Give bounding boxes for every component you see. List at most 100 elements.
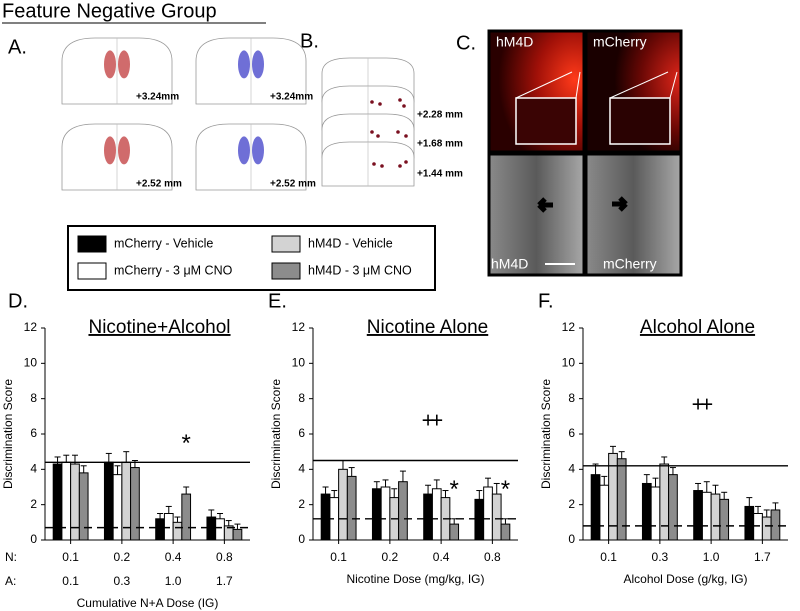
bar-chart: Nicotine Alone Discrimination Score 0 2 4 6 8 1… bbox=[269, 317, 518, 586]
x-tick-label: 0.8 bbox=[216, 550, 233, 564]
legend-label: mCherry - 3 μM CNO bbox=[114, 263, 233, 277]
error-bar bbox=[609, 445, 616, 454]
error-bar bbox=[80, 465, 87, 473]
y-axis-label: Discrimination Score bbox=[1, 379, 15, 489]
bar bbox=[181, 493, 192, 541]
error-bar bbox=[442, 490, 449, 498]
bar bbox=[52, 463, 63, 541]
charts: Nicotine+Alcohol Discrimination Score 0 2 4 6… bbox=[1, 317, 788, 610]
x-tick-label: 0.3 bbox=[652, 550, 669, 564]
bar bbox=[112, 474, 123, 541]
inset-guide bbox=[669, 71, 678, 99]
bar bbox=[744, 505, 755, 541]
x-tick-label: 0.1 bbox=[62, 550, 79, 564]
panel-label: D. bbox=[8, 290, 28, 312]
bar bbox=[121, 461, 132, 541]
error-bar bbox=[502, 518, 509, 525]
placement-dot bbox=[398, 98, 402, 102]
image-mcherry-gray bbox=[584, 152, 683, 277]
error-bar bbox=[225, 520, 232, 526]
coordinate-label: +3.24mm bbox=[136, 92, 179, 103]
error-bar bbox=[652, 477, 659, 487]
x-axis-label: Alcohol Dose (g/kg, IG) bbox=[623, 572, 747, 586]
y-tick-label: 6 bbox=[568, 426, 575, 440]
error-bar bbox=[772, 502, 779, 510]
error-bar bbox=[601, 475, 608, 486]
error-bar bbox=[763, 509, 770, 518]
annotation: * bbox=[450, 476, 459, 503]
placement-dot bbox=[380, 164, 384, 168]
x-tick-label: 1.7 bbox=[754, 550, 771, 564]
error-bar bbox=[174, 516, 181, 523]
bar bbox=[155, 518, 165, 541]
bar bbox=[641, 482, 652, 541]
error-bar bbox=[382, 479, 389, 487]
annotation: + bbox=[700, 392, 713, 417]
x-axis-label: Nicotine Dose (mg/kg, IG) bbox=[346, 572, 484, 586]
bar bbox=[338, 468, 348, 541]
chart-title: Alcohol Alone bbox=[640, 317, 755, 338]
infusion-spread bbox=[238, 136, 250, 165]
legend-label: hM4D - 3 μM CNO bbox=[308, 263, 412, 277]
bar-chart: Nicotine+Alcohol Discrimination Score 0 2 4 6… bbox=[1, 317, 250, 610]
inset bbox=[515, 97, 577, 145]
x-tick-label: 0.1 bbox=[62, 574, 79, 588]
annotation: + bbox=[430, 407, 443, 432]
x-tick-label: 0.1 bbox=[330, 550, 347, 564]
x-tick-label: 0.2 bbox=[114, 550, 131, 564]
error-bar bbox=[703, 481, 710, 493]
legend-swatch bbox=[77, 235, 107, 253]
bar bbox=[710, 493, 721, 541]
bar bbox=[599, 484, 610, 541]
placement-dot bbox=[398, 164, 402, 168]
y-tick-label: 8 bbox=[30, 391, 37, 405]
bar bbox=[380, 486, 391, 541]
bar bbox=[78, 472, 89, 541]
legend-label: mCherry - Vehicle bbox=[114, 236, 213, 250]
bar bbox=[719, 498, 730, 541]
error-bar bbox=[618, 451, 625, 459]
bar bbox=[449, 523, 460, 541]
error-bar bbox=[493, 482, 500, 495]
legend-box bbox=[67, 225, 436, 291]
y-tick-label: 4 bbox=[30, 462, 37, 476]
legend-swatch bbox=[271, 235, 301, 253]
image-label: hM4D bbox=[496, 34, 533, 50]
annotation: + bbox=[692, 392, 705, 417]
error-bar bbox=[485, 477, 492, 487]
error-bar bbox=[643, 474, 650, 484]
error-bar bbox=[476, 490, 483, 500]
error-bar bbox=[157, 513, 164, 519]
bar bbox=[232, 528, 243, 541]
inset-guide bbox=[515, 71, 573, 99]
bar bbox=[163, 513, 174, 541]
bar bbox=[491, 493, 502, 541]
error-bar bbox=[661, 456, 668, 465]
image-hm4d-gray bbox=[487, 152, 586, 277]
x-tick-label: 1.0 bbox=[703, 550, 720, 564]
figure-title: Feature Negative Group bbox=[2, 0, 217, 22]
coordinate-label: +2.52 mm bbox=[136, 179, 182, 190]
x-tick-label: 0.8 bbox=[484, 550, 501, 564]
y-axis-label: Discrimination Score bbox=[269, 379, 283, 489]
bar bbox=[616, 458, 627, 541]
legend-swatch bbox=[271, 262, 301, 280]
y-axis-label: Discrimination Score bbox=[539, 379, 553, 489]
chart-title: Nicotine+Alcohol bbox=[88, 317, 230, 338]
error-bar bbox=[721, 491, 728, 500]
infusion-spread bbox=[238, 50, 250, 79]
coordinate-label: +1.68 mm bbox=[417, 139, 463, 150]
bar bbox=[61, 461, 72, 541]
infusion-spread bbox=[252, 50, 264, 79]
y-tick-label: 0 bbox=[298, 532, 305, 546]
error-bar bbox=[131, 460, 138, 468]
annotation: * bbox=[501, 476, 510, 503]
bar bbox=[130, 467, 140, 541]
error-bar bbox=[114, 465, 121, 475]
y-tick-label: 0 bbox=[568, 532, 575, 546]
coordinate-label: +1.44 mm bbox=[417, 169, 463, 180]
bar bbox=[668, 474, 678, 541]
error-bar bbox=[105, 452, 112, 463]
panel-label: B. bbox=[300, 30, 319, 52]
